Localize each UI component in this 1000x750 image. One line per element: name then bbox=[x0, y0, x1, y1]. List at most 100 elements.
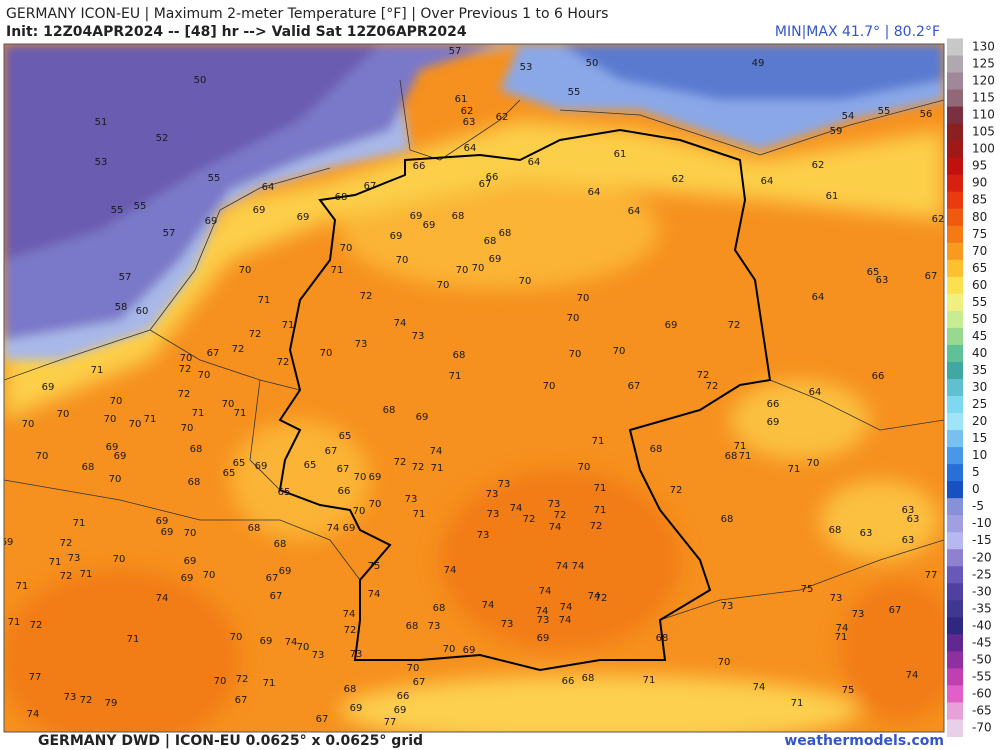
temp-label: 70 bbox=[443, 644, 456, 655]
colorbar-swatch bbox=[947, 532, 963, 550]
temp-label: 69 bbox=[665, 320, 678, 331]
temp-label: 68 bbox=[344, 684, 357, 695]
colorbar-tick-label: -50 bbox=[972, 652, 992, 666]
temp-label: 65 bbox=[304, 460, 317, 471]
colorbar-tick-label: 65 bbox=[972, 261, 987, 275]
colorbar-tick-label: -25 bbox=[972, 567, 992, 581]
temp-label: 63 bbox=[860, 528, 873, 539]
colorbar-tick-label: 20 bbox=[972, 414, 987, 428]
colorbar-swatch bbox=[947, 344, 963, 363]
colorbar-tick-label: 85 bbox=[972, 193, 987, 207]
temp-label: 70 bbox=[198, 370, 211, 381]
temp-label: 70 bbox=[407, 663, 420, 674]
temp-label: 71 bbox=[594, 483, 607, 494]
temp-label: 68 bbox=[248, 523, 261, 534]
temp-label: 67 bbox=[337, 464, 350, 475]
colorbar-swatch bbox=[947, 208, 963, 227]
colorbar-tick-label: 50 bbox=[972, 312, 987, 326]
temp-label: 68 bbox=[274, 539, 287, 550]
colorbar-tick-label: -45 bbox=[972, 635, 992, 649]
colorbar-swatch bbox=[947, 378, 963, 397]
colorbar-swatch bbox=[947, 719, 963, 738]
temp-label: 77 bbox=[384, 717, 397, 728]
temp-label: 72 bbox=[554, 510, 567, 521]
temp-label: 73 bbox=[477, 530, 490, 541]
colorbar-tick-label: 80 bbox=[972, 210, 987, 224]
temp-label: 70 bbox=[110, 396, 123, 407]
temp-label: 70 bbox=[184, 528, 197, 539]
temp-label: 71 bbox=[791, 698, 804, 709]
temp-label: 69 bbox=[423, 220, 436, 231]
colorbar-swatch bbox=[947, 89, 963, 108]
temp-label: 57 bbox=[119, 272, 132, 283]
colorbar-swatch bbox=[947, 310, 963, 329]
temp-label: 63 bbox=[907, 514, 920, 525]
temp-label: 69 bbox=[181, 573, 194, 584]
temp-label: 70 bbox=[369, 499, 382, 510]
temp-label: 69 bbox=[114, 451, 127, 462]
temp-label: 70 bbox=[613, 346, 626, 357]
temp-label: 73 bbox=[64, 692, 77, 703]
temp-label: 62 bbox=[672, 174, 685, 185]
temp-label: 73 bbox=[405, 494, 418, 505]
temp-label: 68 bbox=[650, 444, 663, 455]
colorbar-tick-label: -30 bbox=[972, 584, 992, 598]
temp-label: 55 bbox=[111, 205, 124, 216]
colorbar-tick-label: 115 bbox=[972, 91, 995, 105]
temp-label: 60 bbox=[136, 306, 149, 317]
temp-label: 70 bbox=[181, 423, 194, 434]
temp-label: 69 bbox=[42, 382, 55, 393]
temp-label: 67 bbox=[889, 605, 902, 616]
temp-label: 74 bbox=[27, 709, 40, 720]
temp-label: 70 bbox=[396, 255, 409, 266]
temp-label: 59 bbox=[830, 126, 843, 137]
temp-label: 70 bbox=[519, 276, 532, 287]
temp-label: 69 bbox=[463, 645, 476, 656]
temp-label: 74 bbox=[549, 522, 562, 533]
temp-label: 63 bbox=[902, 535, 915, 546]
temp-label: 67 bbox=[628, 381, 641, 392]
temp-label: 71 bbox=[258, 295, 271, 306]
temp-label: 71 bbox=[91, 365, 104, 376]
temp-label: 74 bbox=[588, 591, 601, 602]
colorbar-tick-label: 70 bbox=[972, 244, 987, 258]
temp-label: 66 bbox=[397, 691, 410, 702]
temp-label: 72 bbox=[277, 357, 290, 368]
temp-label: 74 bbox=[327, 523, 340, 534]
temp-label: 72 bbox=[412, 462, 425, 473]
colorbar: 1301251201151101051009590858075706560555… bbox=[947, 38, 995, 738]
temp-label: 75 bbox=[368, 561, 381, 572]
colorbar-swatch bbox=[947, 106, 963, 125]
colorbar-swatch bbox=[947, 293, 963, 312]
temp-label: 74 bbox=[156, 593, 169, 604]
temp-label: 70 bbox=[203, 570, 216, 581]
colorbar-swatch bbox=[947, 413, 963, 431]
temp-label: 69 bbox=[1, 537, 14, 548]
temp-label: 67 bbox=[235, 695, 248, 706]
temp-label: 69 bbox=[390, 231, 403, 242]
temp-label: 70 bbox=[472, 263, 485, 274]
temp-label: 70 bbox=[239, 265, 252, 276]
temp-label: 70 bbox=[104, 414, 117, 425]
colorbar-swatch bbox=[947, 327, 963, 346]
temp-label: 72 bbox=[344, 625, 357, 636]
temp-label: 73 bbox=[501, 619, 514, 630]
temp-label: 69 bbox=[394, 705, 407, 716]
temp-label: 70 bbox=[577, 293, 590, 304]
temp-label: 66 bbox=[872, 371, 885, 382]
temp-label: 70 bbox=[222, 399, 235, 410]
temp-label: 71 bbox=[282, 320, 295, 331]
temp-label: 71 bbox=[16, 581, 29, 592]
temp-label: 67 bbox=[316, 714, 329, 725]
temp-label: 72 bbox=[670, 485, 683, 496]
temp-label: 73 bbox=[852, 609, 865, 620]
temp-label: 74 bbox=[836, 623, 849, 634]
temp-label: 73 bbox=[486, 489, 499, 500]
title: GERMANY ICON-EU | Maximum 2-meter Temper… bbox=[6, 6, 608, 22]
colorbar-swatch bbox=[947, 157, 963, 176]
temp-label: 72 bbox=[30, 620, 43, 631]
temp-label: 70 bbox=[297, 642, 310, 653]
colorbar-swatch bbox=[947, 634, 963, 652]
temp-label: 64 bbox=[761, 176, 774, 187]
